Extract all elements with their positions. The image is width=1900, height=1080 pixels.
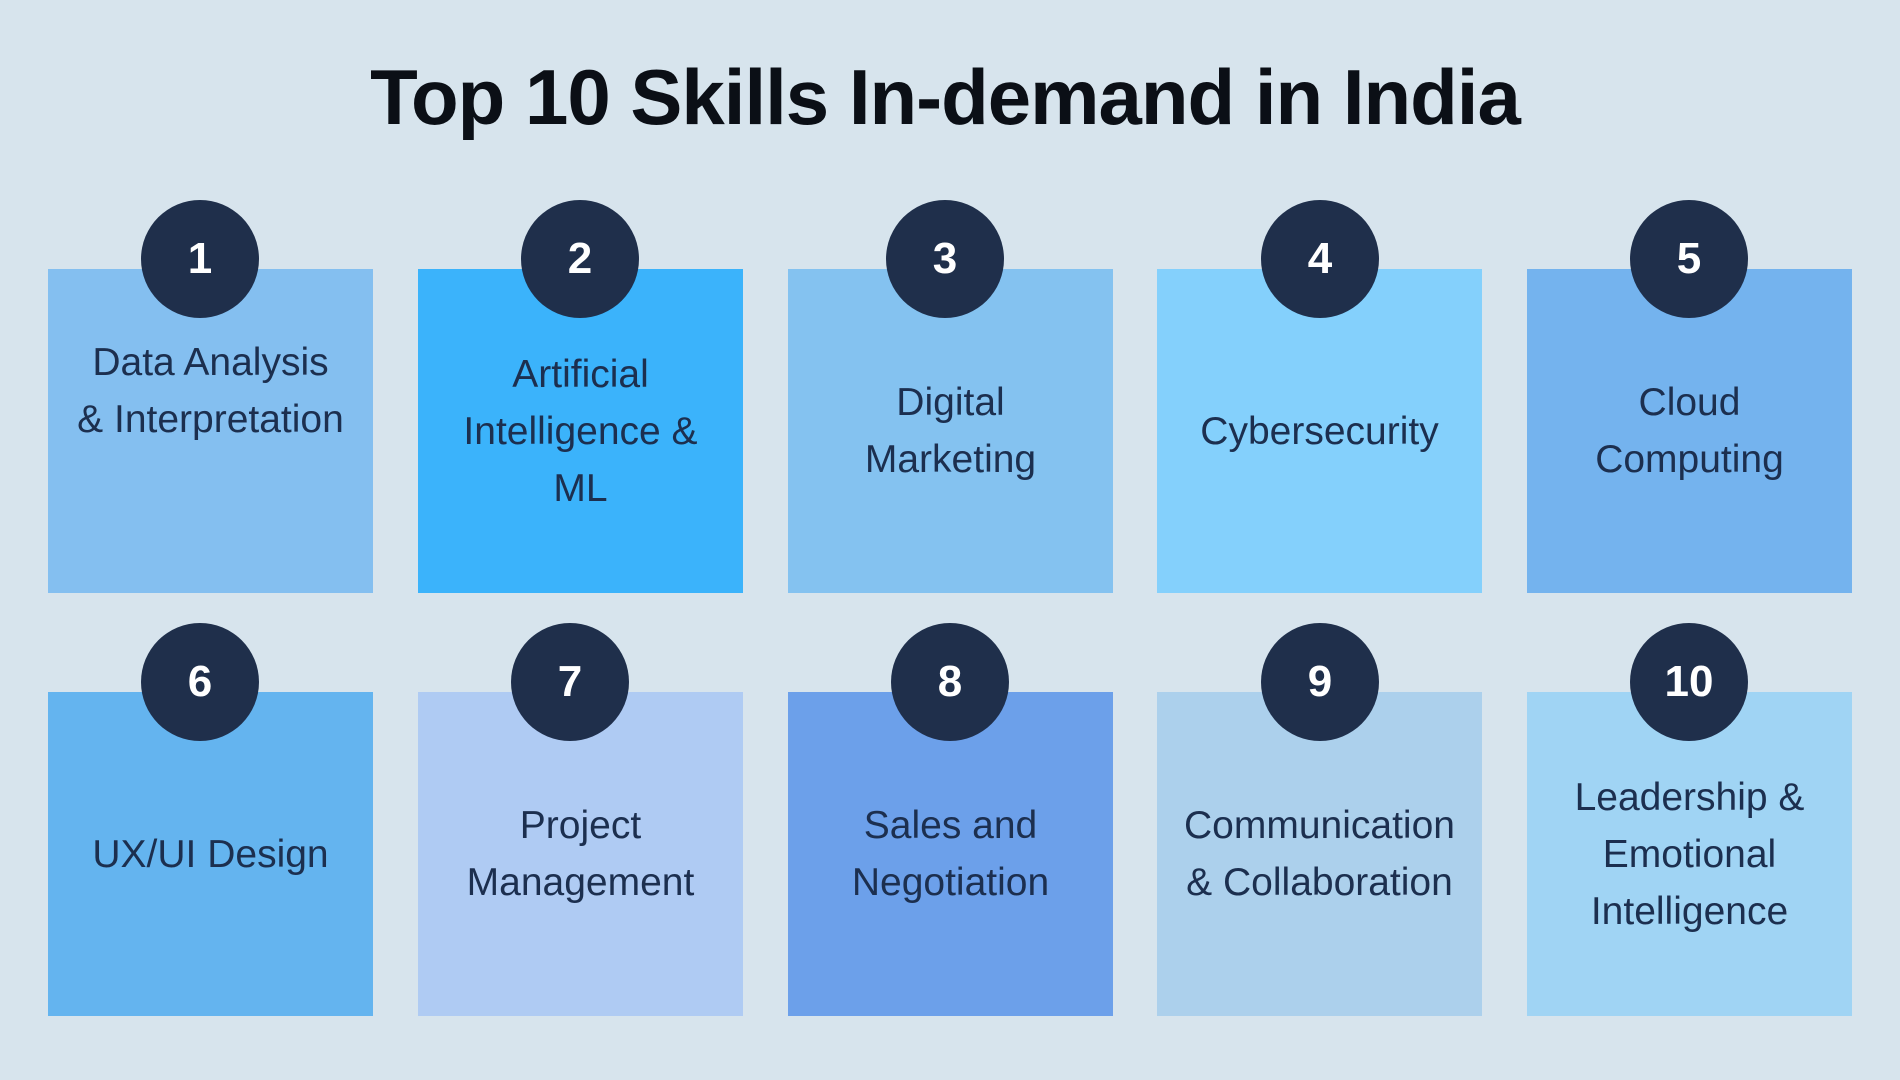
skill-label: Data Analysis & Interpretation	[77, 341, 344, 441]
skill-label: Cloud Computing	[1595, 381, 1784, 481]
rank-badge: 9	[1261, 623, 1379, 741]
skill-card: Data Analysis & Interpretation	[48, 269, 373, 593]
skill-label: Project Management	[466, 804, 695, 904]
skill-label: Digital Marketing	[864, 381, 1037, 481]
rank-badge: 6	[141, 623, 259, 741]
rank-badge: 8	[891, 623, 1009, 741]
page-title: Top 10 Skills In-demand in India	[370, 53, 1521, 141]
skill-card: Sales and Negotiation	[788, 692, 1113, 1016]
skill-card: Project Management	[418, 692, 743, 1016]
rank-badge: 3	[886, 200, 1004, 318]
skill-card: Cloud Computing	[1527, 269, 1852, 593]
rank-badge: 4	[1261, 200, 1379, 318]
rank-badge: 1	[141, 200, 259, 318]
skill-label: Artificial Intelligence & ML	[463, 352, 698, 510]
skill-label: Leadership & Emotional Intelligence	[1574, 775, 1805, 933]
skill-card: Digital Marketing	[788, 269, 1113, 593]
rank-badge: 7	[511, 623, 629, 741]
skill-card: Artificial Intelligence & ML	[418, 269, 743, 593]
rank-badge: 10	[1630, 623, 1748, 741]
skill-card: Leadership & Emotional Intelligence	[1527, 692, 1852, 1016]
rank-badge: 5	[1630, 200, 1748, 318]
skill-card: Cybersecurity	[1157, 269, 1482, 593]
skill-label: Cybersecurity	[1200, 409, 1439, 453]
skill-card: Communication & Collaboration	[1157, 692, 1482, 1016]
skill-label: Sales and Negotiation	[851, 804, 1050, 904]
skill-label: UX/UI Design	[92, 832, 329, 876]
skill-card: UX/UI Design	[48, 692, 373, 1016]
skill-label: Communication & Collaboration	[1184, 804, 1455, 904]
rank-badge: 2	[521, 200, 639, 318]
